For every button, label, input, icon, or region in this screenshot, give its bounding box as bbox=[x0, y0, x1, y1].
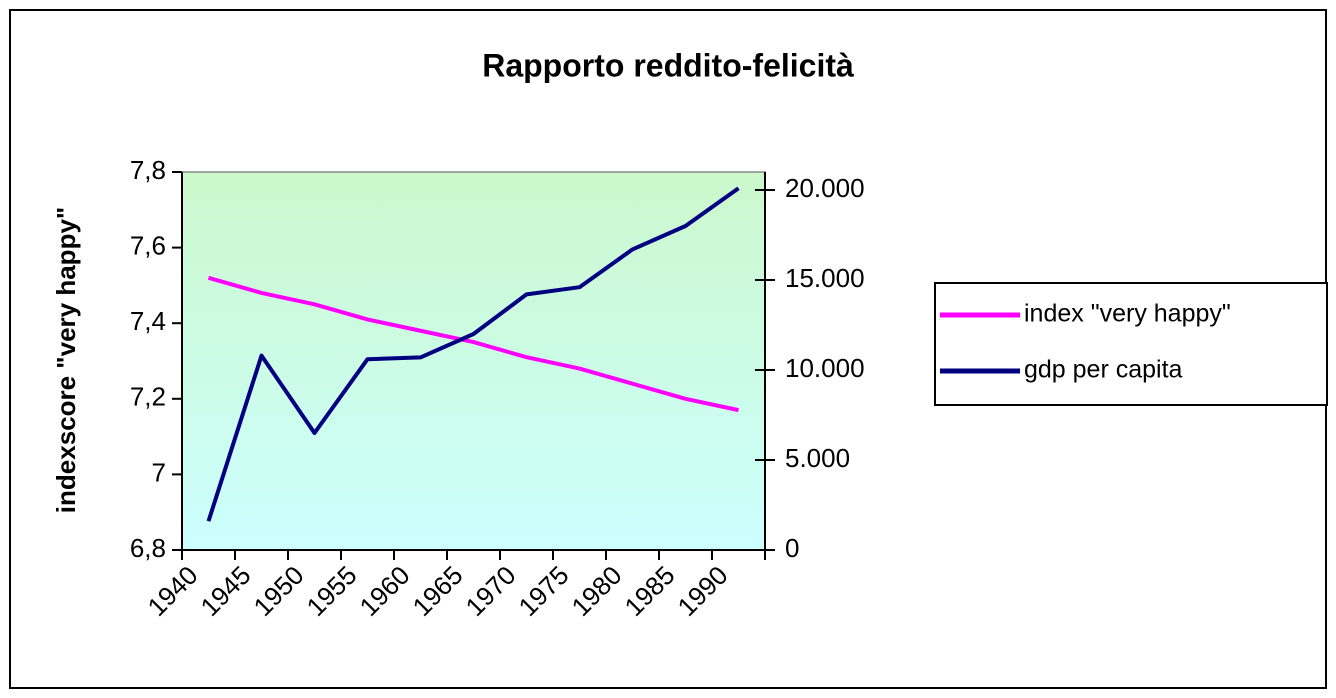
y-tick-label: 7,2 bbox=[130, 382, 166, 412]
chart-title: Rapporto reddito-felicità bbox=[482, 47, 854, 83]
series-line bbox=[207, 275, 739, 413]
y2-tick-label: 10.000 bbox=[785, 353, 865, 383]
y2-tick-label: 15.000 bbox=[785, 263, 865, 293]
series-line bbox=[206, 186, 740, 522]
y-tick-label: 7 bbox=[152, 457, 166, 487]
legend bbox=[934, 282, 1328, 406]
y2-tick-label: 0 bbox=[785, 533, 799, 563]
y2-tick-label: 5.000 bbox=[785, 443, 850, 473]
y-tick-label: 6,8 bbox=[130, 533, 166, 563]
y-tick-label: 7,4 bbox=[130, 306, 166, 336]
y-tick-label: 7,6 bbox=[130, 230, 166, 260]
legend-label: index "very happy" bbox=[1024, 300, 1231, 328]
y-axis-label: indexscore "very happy" bbox=[51, 207, 81, 513]
y2-tick-label: 20.000 bbox=[785, 173, 865, 203]
y-tick-label: 7,8 bbox=[130, 155, 166, 185]
legend-label: gdp per capita bbox=[1024, 356, 1183, 384]
